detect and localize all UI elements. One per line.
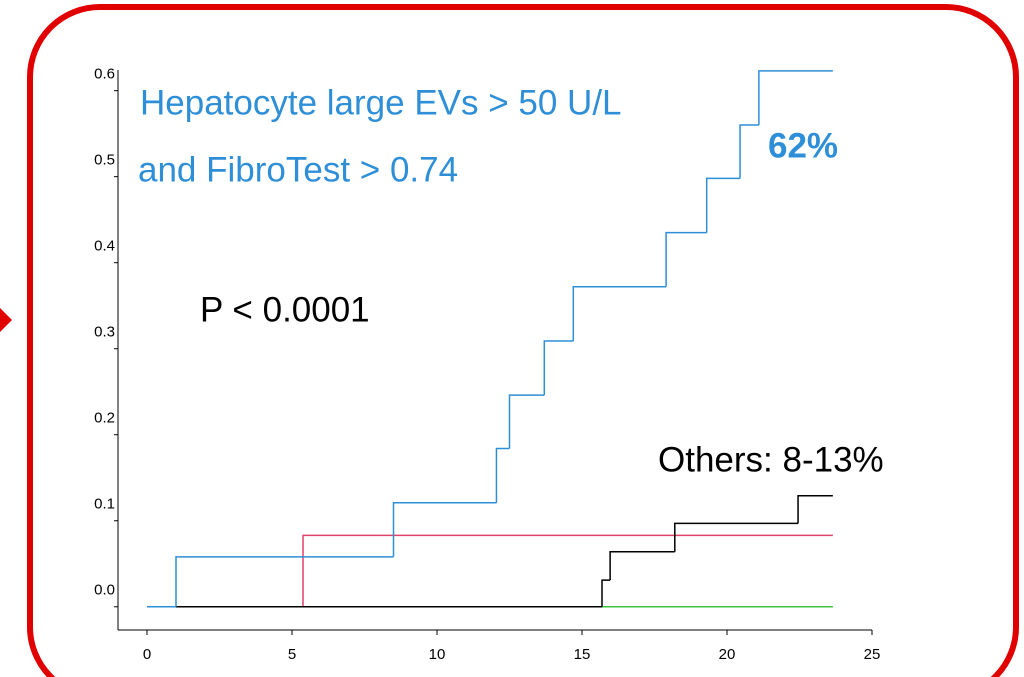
annotation: 62% — [768, 126, 838, 165]
y-tick-label: 0.4 — [94, 238, 115, 255]
step-segment — [797, 495, 833, 524]
x-tick-label: 25 — [864, 646, 881, 663]
annotation: Others: 8-13% — [658, 440, 884, 479]
annotation: P < 0.0001 — [200, 290, 370, 329]
annotation: and FibroTest > 0.74 — [138, 150, 458, 189]
frame — [27, 4, 1019, 677]
step-segment — [739, 124, 759, 179]
x-tick-label: 5 — [288, 646, 296, 663]
step-segment — [543, 340, 574, 396]
y-tick-label: 0.5 — [94, 152, 115, 169]
x-tick-label: 20 — [719, 646, 736, 663]
y-tick-label: 0.2 — [94, 410, 115, 427]
y-tick-label: 0.6 — [94, 66, 115, 83]
step-segment — [665, 231, 707, 287]
step-segment — [601, 579, 611, 607]
x-tick-label: 15 — [574, 646, 591, 663]
step-segment — [705, 177, 741, 233]
step-segment — [495, 447, 510, 503]
y-tick-label: 0.0 — [94, 582, 115, 599]
step-segment — [508, 394, 545, 449]
arrow — [0, 308, 12, 332]
step-segment — [674, 522, 799, 552]
step-segment — [609, 550, 675, 581]
x-tick-label: 10 — [429, 646, 446, 663]
x-tick-label: 0 — [143, 646, 151, 663]
step-segment — [392, 501, 497, 557]
step-segment — [302, 534, 833, 607]
step-segment — [758, 70, 833, 126]
step-segment — [572, 286, 667, 341]
step-segment — [175, 556, 394, 607]
y-tick-label: 0.1 — [94, 496, 115, 513]
y-tick-label: 0.3 — [94, 324, 115, 341]
annotation: Hepatocyte large EVs > 50 U/L — [140, 83, 622, 122]
